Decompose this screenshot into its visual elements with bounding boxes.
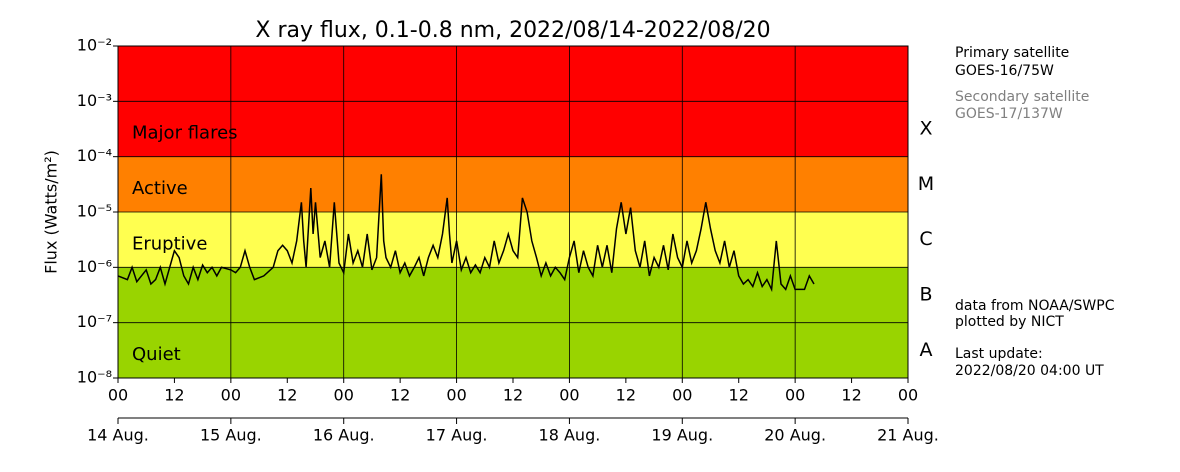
band xyxy=(118,156,908,212)
flux-line xyxy=(117,174,815,293)
band xyxy=(118,212,908,268)
plot-frame xyxy=(117,45,909,379)
x-tick-label: 00 xyxy=(221,386,241,405)
chart-title: X ray flux, 0.1-0.8 nm, 2022/08/14-2022/… xyxy=(255,18,770,43)
x-tick-label: 12 xyxy=(390,386,410,405)
x-tick-label: 00 xyxy=(559,386,579,405)
update-label: Last update: xyxy=(955,346,1043,362)
date-tick-label: 20 Aug. xyxy=(764,426,826,445)
primary-satellite: GOES-16/75W xyxy=(955,63,1054,79)
flare-class: M xyxy=(918,173,934,195)
date-tick-label: 21 Aug. xyxy=(877,426,939,445)
y-tick-label: 10⁻⁵ xyxy=(77,202,112,221)
plotted-by: plotted by NICT xyxy=(955,314,1064,330)
date-tick-label: 15 Aug. xyxy=(200,426,262,445)
y-tick-label: 10⁻⁶ xyxy=(77,257,112,276)
x-tick-label: 00 xyxy=(446,386,466,405)
x-tick-label: 00 xyxy=(898,386,918,405)
source: data from NOAA/SWPC xyxy=(955,298,1115,314)
x-tick-label: 12 xyxy=(841,386,861,405)
date-tick-label: 17 Aug. xyxy=(426,426,488,445)
band-label: Eruptive xyxy=(132,233,207,254)
x-tick-label: 12 xyxy=(616,386,636,405)
flare-class: X xyxy=(919,118,932,140)
y-tick-label: 10⁻⁷ xyxy=(77,312,112,331)
y-tick-label: 10⁻⁸ xyxy=(77,368,112,387)
y-axis-label: Flux (Watts/m²) xyxy=(42,150,61,274)
x-tick-label: 00 xyxy=(108,386,128,405)
primary-label: Primary satellite xyxy=(955,45,1069,61)
y-tick-label: 10⁻² xyxy=(77,36,112,55)
x-tick-label: 12 xyxy=(729,386,749,405)
flare-class: C xyxy=(919,228,932,250)
x-tick-label: 00 xyxy=(785,386,805,405)
date-tick-label: 16 Aug. xyxy=(313,426,375,445)
secondary-label: Secondary satellite xyxy=(955,89,1089,105)
x-tick-label: 00 xyxy=(334,386,354,405)
x-tick-label: 12 xyxy=(164,386,184,405)
x-tick-label: 12 xyxy=(503,386,523,405)
date-tick-label: 18 Aug. xyxy=(539,426,601,445)
y-tick-label: 10⁻⁴ xyxy=(77,146,112,165)
band-label: Quiet xyxy=(132,344,181,365)
y-tick-label: 10⁻³ xyxy=(77,91,112,110)
flare-class: B xyxy=(919,284,932,306)
x-tick-label: 12 xyxy=(277,386,297,405)
band-label: Major flares xyxy=(132,123,238,144)
secondary-satellite: GOES-17/137W xyxy=(955,106,1063,122)
date-tick-label: 14 Aug. xyxy=(87,426,149,445)
band-label: Active xyxy=(132,178,188,199)
update-time: 2022/08/20 04:00 UT xyxy=(955,363,1104,379)
flare-class: A xyxy=(920,339,933,361)
x-tick-label: 00 xyxy=(672,386,692,405)
date-tick-label: 19 Aug. xyxy=(651,426,713,445)
